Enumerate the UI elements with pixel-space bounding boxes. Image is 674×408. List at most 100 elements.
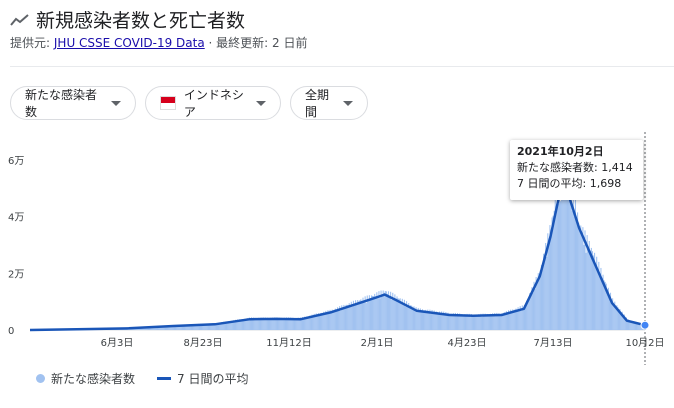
case-bar	[267, 318, 270, 330]
case-bar	[262, 317, 264, 330]
case-bar	[174, 325, 176, 330]
case-bar	[552, 215, 554, 330]
case-bar	[322, 313, 324, 330]
case-bar	[205, 323, 207, 330]
legend-average-marker	[157, 377, 172, 380]
case-bar	[496, 312, 498, 330]
case-bar	[163, 326, 165, 330]
case-bar	[470, 314, 472, 330]
country-dropdown[interactable]: インドネシア	[145, 86, 281, 120]
case-bar	[190, 324, 192, 330]
case-bar	[594, 252, 596, 330]
period-dropdown[interactable]: 全期間	[290, 86, 368, 120]
case-bar	[353, 305, 356, 330]
case-bar	[413, 306, 415, 330]
case-bar	[486, 313, 488, 330]
case-bar	[572, 187, 574, 330]
case-bar	[451, 314, 453, 330]
case-bar	[343, 304, 345, 330]
case-bar	[441, 311, 443, 330]
metric-dropdown[interactable]: 新たな感染者数	[10, 86, 136, 120]
case-bar	[386, 293, 388, 330]
case-bar	[589, 250, 591, 330]
case-bar	[221, 322, 223, 330]
case-bar	[164, 325, 166, 330]
case-bar	[521, 305, 523, 330]
case-bar	[410, 305, 412, 330]
case-bar	[454, 312, 456, 330]
case-bar	[418, 312, 420, 330]
metric-dropdown-label: 新たな感染者数	[25, 88, 98, 119]
case-bar	[637, 322, 639, 330]
case-bar	[419, 308, 421, 330]
case-bar	[498, 313, 500, 330]
case-bar	[247, 319, 249, 330]
case-bar	[233, 321, 236, 330]
case-bar	[321, 312, 323, 330]
case-bar	[228, 321, 230, 330]
source-link[interactable]: JHU CSSE COVID-19 Data	[53, 36, 205, 50]
x-tick-label: 2月1日	[361, 337, 394, 349]
case-bar	[611, 302, 613, 330]
case-bar	[207, 323, 209, 330]
chevron-down-icon	[343, 100, 353, 106]
case-bar	[445, 312, 447, 330]
case-bar	[618, 308, 620, 330]
cases-chart[interactable]: 0 2万 4万 6万 6月3日 8月23日 11月12日 2月1日 4月23日 7月13日 10月2…	[0, 130, 674, 370]
case-bar	[162, 325, 164, 330]
case-bar	[447, 312, 449, 330]
case-bar	[519, 306, 521, 330]
case-bar	[615, 305, 617, 330]
case-bar	[264, 317, 266, 330]
case-bar	[555, 206, 557, 330]
case-bar	[239, 319, 241, 330]
case-bar	[355, 300, 357, 330]
case-bar	[571, 211, 573, 330]
case-bar	[208, 324, 210, 330]
case-bar	[202, 323, 204, 330]
country-dropdown-label: インドネシア	[183, 88, 244, 119]
source-prefix: 提供元:	[10, 36, 51, 50]
case-bar	[209, 323, 211, 330]
case-bar	[253, 317, 255, 330]
case-bar	[534, 288, 536, 330]
case-bar	[620, 312, 622, 330]
case-bar	[583, 244, 585, 330]
case-bar	[414, 309, 416, 330]
case-bar	[432, 313, 434, 330]
case-bar	[326, 314, 328, 330]
case-bar	[600, 267, 602, 330]
case-bar	[449, 313, 451, 330]
case-bar	[344, 306, 346, 330]
case-bar	[294, 318, 296, 330]
case-bar	[232, 320, 234, 330]
case-bar	[281, 318, 283, 330]
case-bar	[170, 325, 172, 330]
case-bar	[500, 313, 502, 330]
case-bar	[194, 324, 196, 330]
case-bar	[406, 301, 408, 330]
case-bar	[347, 305, 349, 330]
case-bar	[446, 314, 448, 330]
case-bar	[305, 317, 307, 330]
case-bar	[506, 314, 509, 330]
case-bar	[526, 300, 528, 330]
case-bar	[634, 322, 636, 330]
case-bar	[607, 287, 609, 330]
case-bar	[522, 308, 524, 330]
case-bar	[279, 318, 281, 330]
case-bar	[425, 309, 427, 330]
case-bar	[197, 323, 199, 330]
case-bar	[426, 311, 428, 330]
case-bar	[444, 315, 446, 330]
case-bar	[312, 316, 314, 330]
case-bar	[501, 313, 503, 330]
case-bar	[530, 294, 532, 330]
case-bar	[489, 313, 492, 330]
case-bar	[266, 317, 268, 330]
case-bar	[507, 310, 510, 330]
case-bar	[561, 167, 563, 330]
case-bar	[367, 300, 369, 330]
case-bar	[179, 325, 181, 330]
case-bar	[567, 176, 569, 330]
